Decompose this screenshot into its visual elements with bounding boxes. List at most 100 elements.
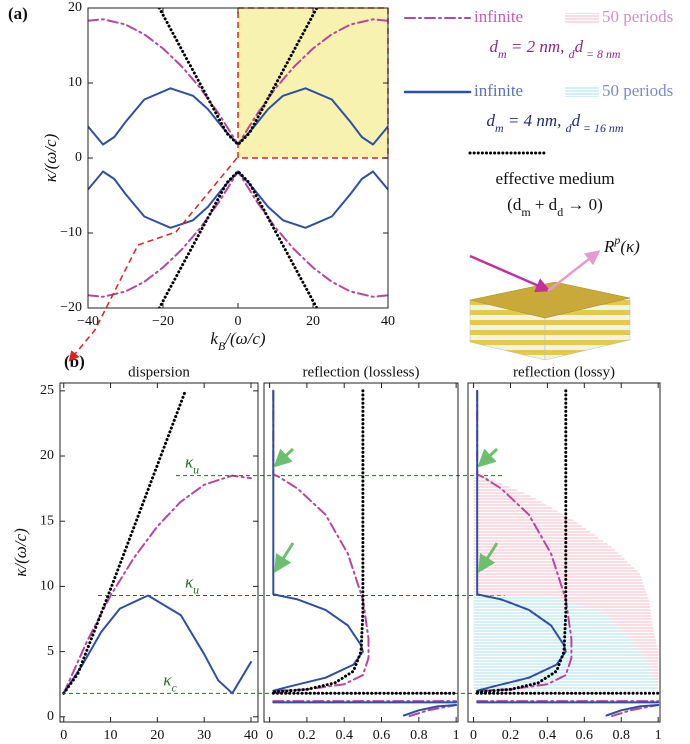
subscript: d: [569, 47, 575, 61]
x-tick-label: 40: [244, 728, 258, 743]
reference-label: κu: [185, 452, 199, 476]
plots: −40 −20 0 20 40−20−1001020(a)kB/(ω/c)κ/(ω/c)…: [8, 0, 662, 744]
reference-label: κu: [185, 572, 199, 596]
x-tick-label: 0.2: [298, 728, 316, 743]
curve: [475, 389, 660, 695]
text-part: + d: [531, 195, 558, 214]
panel: 0102030400510152025dispersion(b)kB/(ω/c)…: [11, 352, 259, 744]
curve: [272, 389, 458, 718]
subscript: m: [498, 47, 507, 61]
arrow: [477, 447, 499, 468]
legend-params: dm = 2 nm, dd = 8 nm: [490, 37, 621, 61]
text-part: R: [603, 237, 615, 256]
text-part: /(ω/c): [224, 329, 266, 348]
text-part: k: [210, 329, 218, 348]
x-tick-label: 0.6: [373, 728, 391, 743]
text-part: Im R: [339, 743, 375, 744]
x-tick-label: 0.8: [410, 728, 428, 743]
legend-label: infinite: [474, 81, 523, 100]
panel: 0 0.2 0.4 0.6 0.8 1 reflection (lossy) Im Rp: [467, 364, 662, 744]
y-tick-label: 5: [47, 644, 54, 659]
subscript: = 8 nm: [583, 47, 621, 61]
x-tick-label: 1: [453, 728, 460, 743]
x-tick-label: 30: [197, 728, 211, 743]
x-tick-label: 0: [235, 314, 242, 329]
legend-swatch: [565, 87, 599, 97]
text-part: d: [575, 37, 584, 56]
illustration: Rp(κ): [469, 233, 640, 361]
panel-title: dispersion: [128, 364, 190, 380]
x-tick-label: 10: [104, 728, 118, 743]
y-tick-label: −20: [60, 300, 82, 315]
panel-label: (a): [8, 4, 28, 23]
text-part: d: [490, 37, 499, 56]
x-tick-label: 0.4: [539, 728, 557, 743]
text-part: (d: [507, 195, 522, 214]
y-tick-label: 25: [40, 383, 54, 398]
x-tick-label: −40: [77, 314, 99, 329]
x-tick-label: 0: [60, 728, 67, 743]
subscript: p: [578, 739, 585, 744]
y-tick-label: 20: [40, 448, 54, 463]
text-part: k: [131, 743, 139, 744]
x-tick-label: 0.2: [502, 728, 520, 743]
plot-area: [271, 389, 458, 718]
panel-title: reflection (lossy): [513, 364, 615, 380]
text-part: = 4 nm,: [504, 111, 566, 130]
subscript: m: [495, 121, 504, 135]
legend: infinite 50 periods dm = 2 nm, dd = 8 nm…: [403, 7, 673, 219]
subscript: = 16 nm: [580, 121, 624, 135]
plot-area: [473, 389, 660, 718]
area: [473, 595, 659, 691]
text-part: (κ): [620, 237, 640, 256]
legend-label: effective medium: [495, 169, 614, 188]
illustration-label: Rp(κ): [603, 233, 640, 256]
y-axis-label: κ/(ω/c): [41, 133, 60, 182]
arrow: [274, 542, 295, 574]
panel-title: reflection (lossless): [302, 364, 419, 380]
curve: [62, 594, 252, 695]
subscript: u: [193, 582, 199, 596]
plot-frame: [263, 382, 459, 723]
curve: [272, 389, 458, 717]
x-tick-label: 0.4: [335, 728, 353, 743]
curve: [88, 170, 388, 229]
text-part: κ: [185, 452, 194, 471]
plot-frame: [467, 382, 661, 723]
x-tick-label: 0: [470, 728, 477, 743]
curve: [88, 170, 388, 298]
superscript: p: [613, 233, 620, 247]
y-axis-label: κ/(ω/c): [11, 528, 30, 577]
legend-label: 50 periods: [602, 7, 673, 26]
text-part: Im R: [542, 743, 578, 744]
arrow: [273, 447, 295, 468]
x-axis-label: kB/(ω/c): [210, 329, 265, 353]
subscript: p: [375, 739, 382, 744]
y-tick-label: −10: [60, 225, 82, 240]
legend-swatch: [565, 13, 599, 23]
text-part: = 2 nm,: [507, 37, 569, 56]
x-tick-label: 0.8: [612, 728, 630, 743]
x-axis-label: Im Rp: [339, 739, 381, 744]
curve: [62, 389, 187, 695]
curve: [157, 170, 319, 308]
x-tick-label: −20: [152, 314, 174, 329]
panel: 0 0.2 0.4 0.6 0.8 1 reflection (lossless) Im Rp: [263, 364, 460, 744]
curve: [157, 8, 319, 146]
x-tick-label: 20: [306, 314, 320, 329]
plot-frame: [59, 382, 259, 723]
curve: [62, 474, 252, 695]
text-part: κ: [163, 670, 172, 689]
y-tick-label: 15: [40, 513, 54, 528]
x-tick-label: 1: [655, 728, 662, 743]
subscript: d: [557, 205, 563, 219]
y-tick-label: 10: [68, 75, 82, 90]
legend-label: 50 periods: [602, 81, 673, 100]
legend-params: dm = 4 nm, dd = 16 nm: [487, 111, 624, 135]
subscript: B: [218, 339, 225, 353]
x-axis-label: kB/(ω/c): [131, 743, 186, 744]
subscript: u: [193, 462, 199, 476]
x-tick-label: 20: [150, 728, 164, 743]
